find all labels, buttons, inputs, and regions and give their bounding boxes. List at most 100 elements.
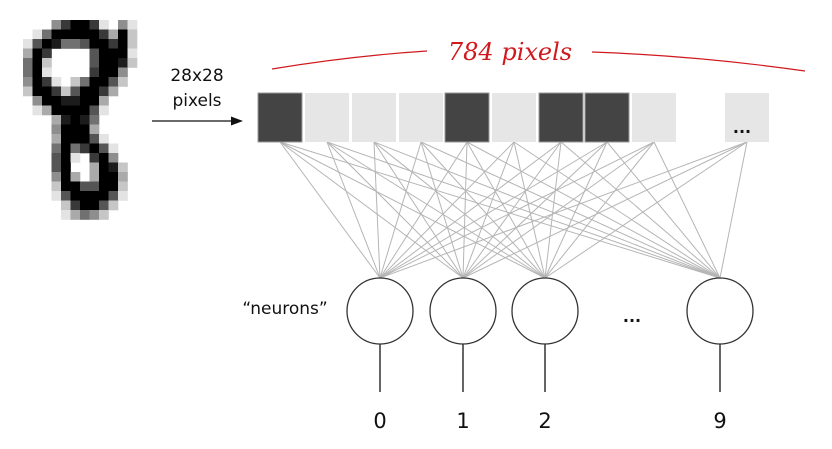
digit-pixel: [42, 77, 52, 87]
digit-pixel: [42, 39, 52, 49]
digit-pixel: [89, 58, 100, 68]
digit-pixel: [61, 162, 71, 173]
connection-line: [466, 141, 546, 279]
neuron-output-label: 9: [713, 409, 726, 433]
input-size-label-2: pixels: [172, 91, 221, 111]
pixel-count-brace: [271, 50, 806, 72]
digit-pixel: [51, 134, 62, 144]
digit-pixel: [70, 181, 81, 192]
connection-line: [379, 141, 655, 279]
digit-pixel: [80, 20, 90, 30]
digit-pixel: [70, 210, 81, 220]
neuron-circle: [346, 277, 414, 345]
digit-pixel: [51, 20, 62, 30]
connection-line: [466, 141, 721, 279]
input-pixel-dark: [584, 92, 630, 143]
digit-pixel: [51, 181, 62, 192]
input-pixel-light: [399, 93, 443, 142]
digit-pixel: [89, 86, 100, 97]
digit-pixel: [99, 86, 109, 97]
neuron-output-label: 0: [373, 409, 386, 433]
digit-pixel: [80, 105, 90, 116]
neuron-9: 9: [686, 277, 754, 433]
digit-pixel: [42, 58, 52, 68]
connection-line: [719, 141, 748, 279]
digit-pixel: [108, 86, 119, 97]
pixel-count-label: 784 pixels: [448, 38, 572, 66]
digit-pixel: [99, 172, 109, 182]
digit-pixel: [80, 29, 90, 40]
digit-pixel: [42, 67, 52, 78]
digit-pixel: [89, 143, 100, 154]
digit-pixel: [23, 58, 33, 68]
digit-pixel: [23, 77, 33, 87]
connection-line: [420, 141, 464, 279]
digit-pixel: [23, 67, 33, 78]
digit-pixel: [70, 124, 81, 135]
connection-line: [544, 141, 655, 279]
digit-pixel: [51, 143, 62, 154]
digit-pixel: [127, 48, 138, 59]
connection-line: [462, 141, 655, 279]
digit-pixel: [70, 39, 81, 49]
digit-pixel: [42, 29, 52, 40]
digit-pixel: [108, 48, 119, 59]
digit-pixel: [51, 124, 62, 135]
digit-pixel: [80, 181, 90, 192]
connections: [279, 141, 748, 279]
connection-line: [373, 141, 381, 279]
digit-pixel: [108, 58, 119, 68]
digit-pixel: [32, 29, 43, 40]
digit-pixel: [99, 77, 109, 87]
digit-pixel: [108, 77, 119, 87]
digit-pixel: [70, 77, 81, 87]
input-size-label: 28x28: [170, 66, 223, 86]
digit-pixel: [70, 105, 81, 116]
connection-line: [544, 141, 748, 279]
neurons-label: “neurons”: [242, 299, 327, 319]
digit-pixel: [51, 39, 62, 49]
digit-pixel: [99, 153, 109, 163]
digit-pixel: [61, 86, 71, 97]
connection-line: [462, 141, 608, 279]
connection-line: [379, 141, 515, 279]
neuron-circle: [511, 277, 579, 345]
digit-pixel: [99, 210, 109, 220]
digit-pixel: [51, 29, 62, 40]
digit-pixel: [70, 143, 81, 154]
digit-pixel: [61, 105, 71, 116]
connection-line: [379, 141, 748, 279]
digit-pixel: [32, 58, 43, 68]
connection-line: [373, 141, 546, 279]
neuron-0: 0: [346, 277, 414, 433]
digit-pixel: [51, 77, 62, 87]
digit-pixel: [108, 143, 119, 154]
digit-pixel: [89, 200, 100, 211]
digit-pixel: [70, 20, 81, 30]
connection-line: [279, 141, 721, 279]
digit-pixel: [80, 96, 90, 106]
digit-pixel: [61, 172, 71, 182]
digit-pixel: [118, 48, 128, 59]
digit-pixel: [80, 77, 90, 87]
digit-pixel: [61, 96, 71, 106]
input-pixel-dark: [257, 92, 303, 143]
digit-pixel: [70, 29, 81, 40]
digit-pixel: [70, 191, 81, 201]
connection-line: [462, 141, 562, 279]
digit-pixel: [108, 191, 119, 201]
connection-line: [279, 141, 464, 279]
digit-pixel: [51, 153, 62, 163]
digit-pixel: [32, 86, 43, 97]
digit-pixel: [89, 181, 100, 192]
digit-pixel: [99, 200, 109, 211]
digit-pixel: [23, 48, 33, 59]
pixel-row: [257, 92, 769, 143]
neuron-circle: [686, 277, 754, 345]
input-pixel-light: [352, 93, 396, 142]
digit-pixel: [51, 86, 62, 97]
digit-pixel: [89, 29, 100, 40]
digit-pixel: [61, 181, 71, 192]
digit-pixel: [32, 96, 43, 106]
input-pixel-dark: [444, 92, 490, 143]
